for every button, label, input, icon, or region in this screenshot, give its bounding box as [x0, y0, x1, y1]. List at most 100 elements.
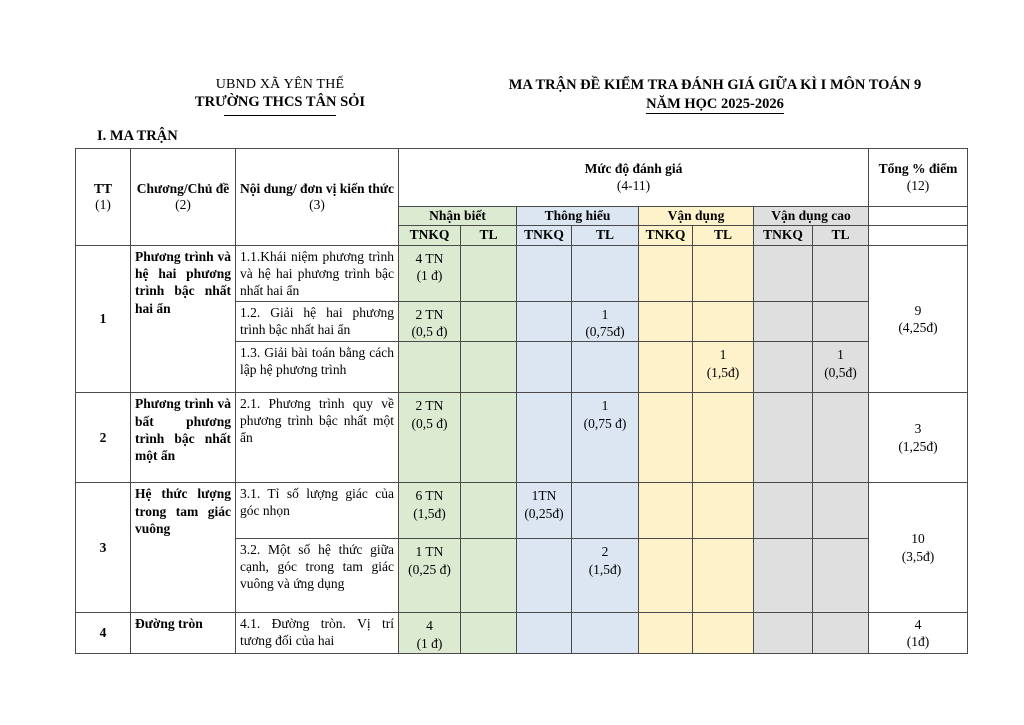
cell-nb-tl — [460, 392, 517, 484]
col-header-tt: TT (1) — [75, 148, 131, 246]
cell-vd-tl — [692, 538, 754, 614]
total-col-spacer-cell — [868, 225, 968, 246]
org-name: UBND XÃ YÊN THẾ — [215, 77, 345, 92]
level-header-van-dung-cao: Vận dụng cao — [753, 205, 869, 227]
cell-vd-tnkq — [638, 341, 693, 394]
subcol-vdc-tnkq: TNKQ — [753, 225, 813, 246]
subcol-nb-tnkq: TNKQ — [398, 225, 461, 246]
cell-total: 4 (1đ) — [868, 612, 968, 654]
cell-content: 3.1. Tỉ số lượng giác của góc nhọn — [235, 482, 399, 540]
cell-total: 10 (3,5đ) — [868, 482, 968, 614]
cell-vd-tl — [692, 244, 754, 302]
cell-tt: 2 — [75, 392, 131, 484]
cell-th-tl — [571, 612, 639, 654]
section-title: I. MA TRẬN — [97, 128, 178, 144]
level-header-van-dung: Vận dụng — [638, 205, 754, 227]
cell-vdc-tl — [812, 612, 869, 654]
cell-vd-tnkq — [638, 612, 693, 654]
cell-vdc-tnkq — [753, 538, 813, 614]
cell-vd-tnkq — [638, 482, 693, 540]
cell-total: 9 (4,25đ) — [868, 244, 968, 394]
cell-th-tl: 1 (0,75đ) — [571, 300, 639, 343]
cell-vd-tnkq — [638, 538, 693, 614]
col-header-tt-sub: (1) — [95, 196, 111, 212]
subcol-nb-tl: TL — [460, 225, 517, 246]
col-header-content-label: Nội dung/ đơn vị kiến thức — [240, 180, 394, 196]
cell-tt: 1 — [75, 244, 131, 394]
cell-total: 3 (1,25đ) — [868, 392, 968, 484]
col-header-levels-label: Mức độ đánh giá — [584, 161, 683, 177]
document-title-block: MA TRẬN ĐỀ KIỂM TRA ĐÁNH GIÁ GIỮA KÌ I M… — [465, 77, 965, 114]
cell-vdc-tl — [812, 538, 869, 614]
cell-content: 1.1.Khái niệm phương trình và hệ hai phư… — [235, 244, 399, 302]
document-title-line2: NĂM HỌC 2025-2026 — [465, 96, 965, 114]
col-header-levels: Mức độ đánh giá (4-11) — [398, 148, 869, 207]
subcol-vdc-tl: TL — [812, 225, 869, 246]
col-header-total-label: Tổng % điểm — [878, 161, 958, 177]
cell-th-tnkq — [516, 244, 572, 302]
document-title-line1: MA TRẬN ĐỀ KIỂM TRA ĐÁNH GIÁ GIỮA KÌ I M… — [508, 77, 922, 93]
cell-vdc-tl — [812, 300, 869, 343]
cell-vdc-tnkq — [753, 341, 813, 394]
col-header-chapter: Chương/Chủ đề (2) — [130, 148, 236, 246]
cell-vd-tl — [692, 482, 754, 540]
cell-vd-tl — [692, 612, 754, 654]
cell-vdc-tnkq — [753, 300, 813, 343]
cell-th-tnkq — [516, 341, 572, 394]
cell-chapter: Đường tròn — [130, 612, 236, 654]
cell-th-tl — [571, 341, 639, 394]
cell-chapter: Phương trình và hệ hai phương trình bậc … — [130, 244, 236, 394]
total-col-spacer-cell — [868, 205, 968, 227]
cell-vdc-tl — [812, 244, 869, 302]
cell-content: 3.2. Một số hệ thức giữa cạnh, góc trong… — [235, 538, 399, 614]
cell-nb-tnkq — [398, 341, 461, 394]
col-header-content-sub: (3) — [309, 196, 325, 212]
cell-th-tl — [571, 482, 639, 540]
col-header-levels-sub: (4-11) — [616, 177, 651, 193]
col-header-chapter-sub: (2) — [175, 196, 191, 212]
cell-nb-tnkq: 6 TN (1,5đ) — [398, 482, 461, 540]
school-year: NĂM HỌC 2025-2026 — [646, 96, 784, 114]
cell-th-tnkq — [516, 612, 572, 654]
cell-vdc-tl — [812, 392, 869, 484]
cell-nb-tnkq: 1 TN (0,25 đ) — [398, 538, 461, 614]
cell-th-tl: 2 (1,5đ) — [571, 538, 639, 614]
cell-th-tl — [571, 244, 639, 302]
cell-content: 4.1. Đường tròn. Vị trí tương đối của ha… — [235, 612, 399, 654]
cell-nb-tnkq: 2 TN (0,5 đ) — [398, 300, 461, 343]
cell-nb-tl — [460, 538, 517, 614]
subcol-vd-tl: TL — [692, 225, 754, 246]
cell-th-tnkq — [516, 538, 572, 614]
cell-content: 1.2. Giải hệ hai phương trình bậc nhất h… — [235, 300, 399, 343]
cell-content: 1.3. Giải bài toán bằng cách lập hệ phươ… — [235, 341, 399, 394]
cell-vd-tnkq — [638, 392, 693, 484]
cell-content: 2.1. Phương trình quy về phương trình bậ… — [235, 392, 399, 484]
cell-nb-tl — [460, 612, 517, 654]
school-name: TRƯỜNG THCS TÂN SỎI — [194, 94, 366, 110]
cell-vd-tl — [692, 392, 754, 484]
cell-th-tl: 1 (0,75 đ) — [571, 392, 639, 484]
cell-chapter: Hệ thức lượng trong tam giác vuông — [130, 482, 236, 614]
cell-vd-tl: 1 (1,5đ) — [692, 341, 754, 394]
cell-vd-tl — [692, 300, 754, 343]
cell-vdc-tl: 1 (0,5đ) — [812, 341, 869, 394]
subcol-th-tl: TL — [571, 225, 639, 246]
cell-tt: 3 — [75, 482, 131, 614]
org-header-block: UBND XÃ YÊN THẾ TRƯỜNG THCS TÂN SỎI — [150, 77, 410, 116]
subcol-vd-tnkq: TNKQ — [638, 225, 693, 246]
cell-vdc-tnkq — [753, 392, 813, 484]
cell-vd-tnkq — [638, 244, 693, 302]
level-header-nhan-biet: Nhận biết — [398, 205, 517, 227]
cell-th-tnkq — [516, 392, 572, 484]
matrix-table: TT (1) Chương/Chủ đề (2) Nội dung/ đơn v… — [75, 148, 968, 654]
cell-vdc-tl — [812, 482, 869, 540]
cell-nb-tl — [460, 482, 517, 540]
header-divider — [224, 115, 336, 116]
cell-nb-tnkq: 4 TN (1 đ) — [398, 244, 461, 302]
cell-nb-tl — [460, 244, 517, 302]
subcol-th-tnkq: TNKQ — [516, 225, 572, 246]
col-header-chapter-label: Chương/Chủ đề — [136, 180, 230, 196]
cell-nb-tnkq: 4 (1 đ) — [398, 612, 461, 654]
level-header-thong-hieu: Thông hiểu — [516, 205, 639, 227]
